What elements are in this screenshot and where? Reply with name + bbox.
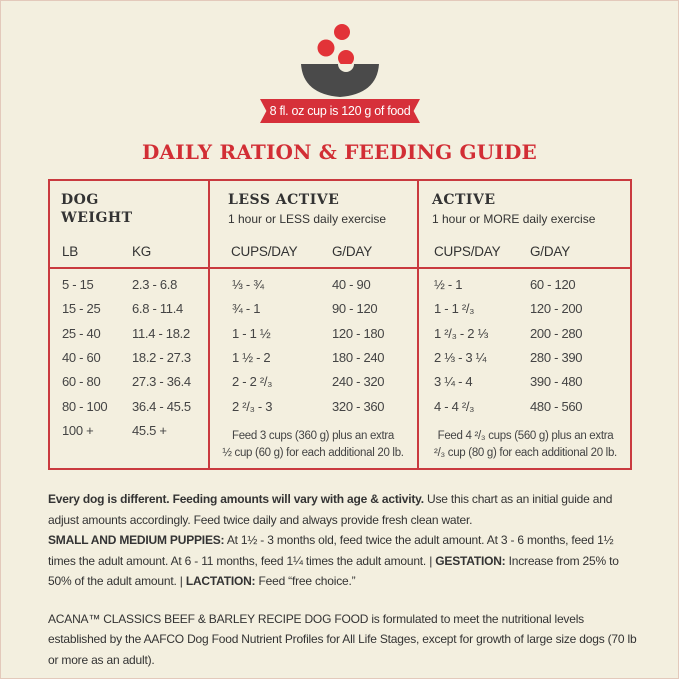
table-cell: 4 - 4 ²/₃ [434,398,475,414]
less-active-note: Feed 3 cups (360 g) plus an extra ½ cup (… [210,428,416,462]
divider [417,181,419,468]
note-text: Increase from 25% to 50% of the adult am… [48,553,619,589]
table-cell: 6.8 - 11.4 [132,301,183,317]
table-cell: 45.5 + [132,422,167,438]
table-cell: 1 - 1 ½ [232,325,271,341]
table-cell: 1 ½ - 2 [232,349,271,365]
feeding-table: DOG WEIGHT LESS ACTIVE 1 hour or LESS dai… [48,179,632,470]
note-bold: LACTATION: [185,574,256,588]
page-title: DAILY RATION & FEEDING GUIDE [142,140,537,164]
table-cell: 180 - 240 [332,349,385,365]
table-cell: 480 - 560 [530,398,583,414]
note-line: ²/₃ cup (80 g) for each additional 20 lb… [434,447,617,459]
header-line: WEIGHT [61,210,133,226]
table-cell: ½ - 1 [434,277,463,292]
table-cell: 1 - 1 ²/₃ [434,301,475,317]
active-sub: 1 hour or MORE daily exercise [432,212,596,226]
active-header: ACTIVE [432,192,496,208]
divider [208,181,210,468]
note-line: Feed 3 cups (360 g) plus an extra [231,430,395,442]
table-cell: 40 - 90 [332,277,371,292]
table-cell: 120 - 180 [332,325,385,341]
table-cell: 100 + [62,422,94,438]
table-cell: 3 ¼ - 4 [434,374,473,390]
table-cell: 2.3 - 6.8 [132,277,177,292]
note-line: ½ cup (60 g) for each additional 20 lb. [222,447,404,459]
table-cell: 25 - 40 [62,325,101,341]
table-cell: 390 - 480 [530,374,583,390]
table-cell: 80 - 100 [62,398,108,414]
note-bold: SMALL AND MEDIUM PUPPIES: [48,533,225,547]
table-cell: 320 - 360 [332,398,385,414]
table-cell: 11.4 - 18.2 [132,325,190,341]
table-cell: ¾ - 1 [232,301,261,317]
table-cell: 2 ²/₃ - 3 [232,398,273,414]
note-line: Feed 4 ²/₃ cups (560 g) plus an extra [437,430,614,442]
table-cell: 60 - 80 [62,374,101,390]
col-cups: CUPS/DAY [231,244,298,259]
table-cell: 36.4 - 45.5 [132,398,191,414]
col-g: G/DAY [332,244,373,259]
table-cell: 5 - 15 [62,277,94,292]
table-cell: 90 - 120 [332,301,378,317]
less-active-header: LESS ACTIVE [228,192,340,208]
table-cell: ⅓ - ¾ [232,277,264,292]
dog-weight-header: DOG WEIGHT [61,191,133,227]
general-note: Every dog is different. Feeding amounts … [48,489,638,530]
col-cups: CUPS/DAY [434,244,501,259]
table-cell: 280 - 390 [530,349,583,365]
puppy-note: SMALL AND MEDIUM PUPPIES: At 1½ - 3 mont… [48,530,638,592]
table-cell: 18.2 - 27.3 [132,349,191,365]
divider [50,267,630,269]
aafco-statement: ACANA™ CLASSICS BEEF & BARLEY RECIPE DOG… [48,611,637,667]
table-cell: 40 - 60 [62,349,101,365]
header-line: DOG [61,192,99,208]
food-bowl-icon [301,24,379,97]
col-g: G/DAY [530,244,571,259]
table-cell: 27.3 - 36.4 [132,374,191,390]
table-cell: 15 - 25 [62,301,101,317]
table-cell: 60 - 120 [530,277,576,292]
table-cell: 2 - 2 ²/₃ [232,374,273,390]
note-bold: Every dog is different. Feeding amounts … [48,492,424,506]
note-text: At 1½ - 3 months old, feed twice the adu… [48,533,614,568]
feeding-notes: Every dog is different. Feeding amounts … [48,489,638,670]
table-cell: 240 - 320 [332,374,385,390]
note-text: Use this chart as an initial guide and a… [48,492,613,527]
table-cell: 1 ²/₃ - 2 ⅓ [434,325,489,341]
col-kg: KG [132,244,152,259]
cup-size-banner: 8 fl. oz cup is 120 g of food [260,99,420,123]
table-cell: 200 - 280 [530,325,583,341]
note-bold: GESTATION: [435,553,506,568]
note-text: Feed “free choice.” [255,574,356,588]
active-note: Feed 4 ²/₃ cups (560 g) plus an extra ²/₃… [419,428,632,462]
table-cell: 2 ⅓ - 3 ¼ [434,349,487,365]
col-lb: LB [62,244,79,259]
less-active-sub: 1 hour or LESS daily exercise [228,212,387,226]
table-cell: 120 - 200 [530,301,583,317]
